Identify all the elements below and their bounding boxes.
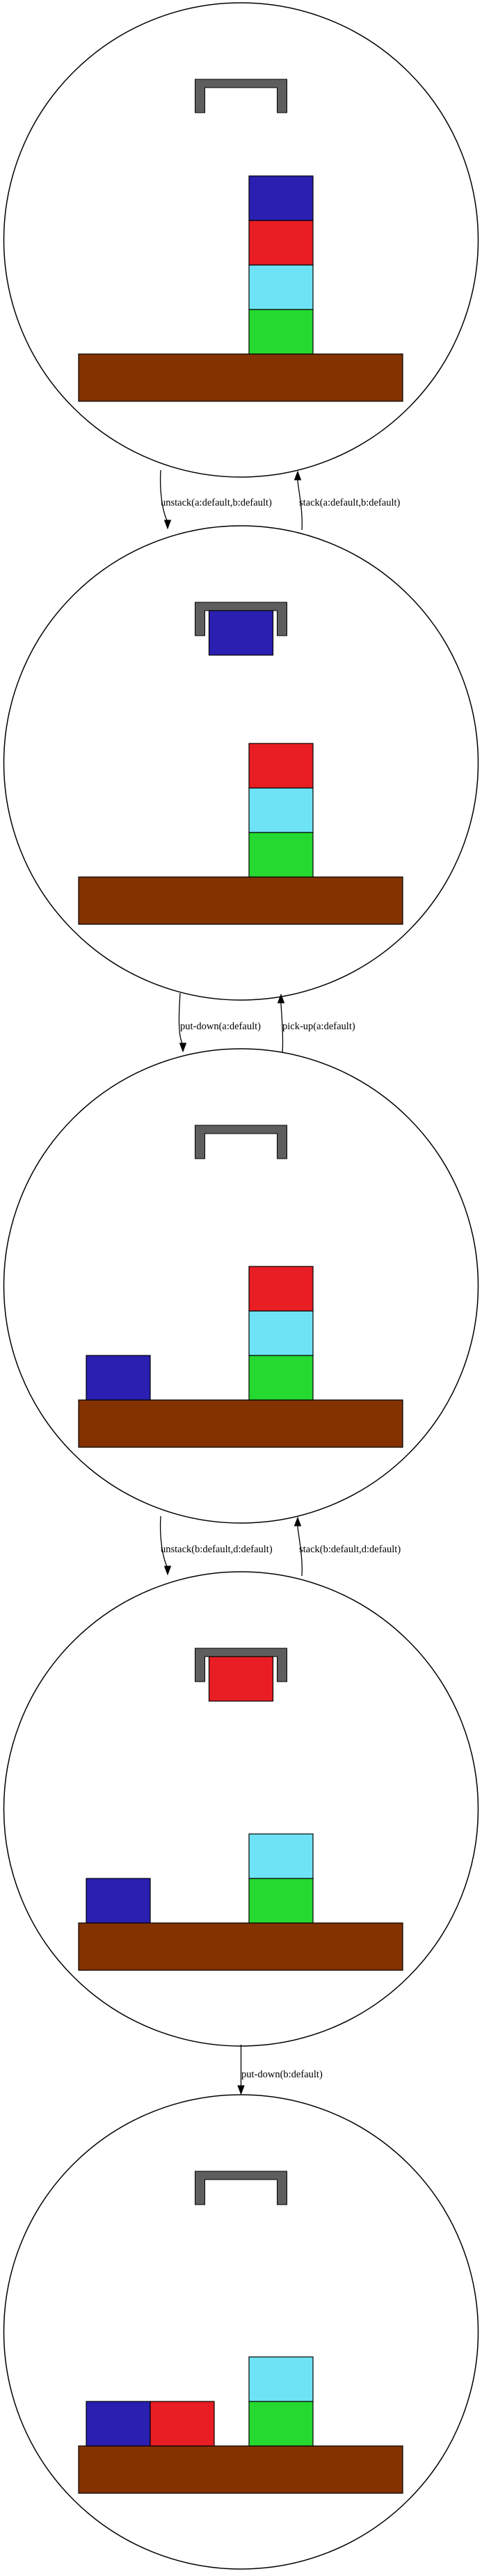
edge-label: unstack(a:default,b:default): [161, 497, 272, 508]
arrowhead: [277, 993, 285, 1004]
block-c: [248, 1310, 314, 1356]
block-a: [86, 1355, 151, 1401]
arrowhead: [179, 1043, 187, 1053]
block-c: [248, 1833, 314, 1879]
edge-label: pick-up(a:default): [282, 1021, 355, 1032]
gripper-icon: [195, 1125, 287, 1159]
state-circle: [3, 1048, 479, 1524]
arrowhead: [163, 1565, 172, 1576]
block-d: [248, 1355, 314, 1401]
arrowhead: [237, 2085, 245, 2095]
arrowhead: [294, 1516, 302, 1527]
block-c: [248, 2356, 314, 2402]
edge-s1-to-s2: unstack(a:default,b:default): [159, 469, 272, 521]
edge-s4-to-s3: stack(b:default,d:default): [297, 1525, 401, 1577]
edges-layer: unstack(a:default,b:default) stack(a:defa…: [159, 469, 401, 2095]
block-c: [248, 264, 314, 310]
block-b: [248, 743, 314, 789]
edge-line: [178, 992, 183, 1044]
state-node-s3: [3, 1048, 479, 1524]
held-block-a: [208, 610, 274, 656]
states-layer: [3, 2, 479, 2570]
state-node-s1: [3, 2, 479, 478]
block-d: [248, 1878, 314, 1924]
gripper-icon: [195, 2171, 287, 2205]
state-node-s2: [3, 525, 479, 1001]
table-surface: [78, 876, 403, 925]
edge-line: [159, 469, 168, 521]
state-circle: [3, 525, 479, 1001]
edge-s2-to-s1: stack(a:default,b:default): [297, 479, 401, 531]
state-node-s5: [3, 2094, 479, 2570]
edge-line: [297, 479, 303, 531]
table-surface: [78, 353, 403, 402]
table-surface: [78, 1399, 403, 1448]
block-b: [248, 1266, 314, 1312]
table-surface: [78, 1922, 403, 1971]
block-d: [248, 309, 314, 355]
edge-label: stack(a:default,b:default): [299, 497, 401, 508]
table-surface: [78, 2445, 403, 2494]
edge-s3-to-s4: unstack(b:default,d:default): [159, 1515, 273, 1567]
edge-s2-to-s3: put-down(a:default): [178, 992, 261, 1044]
edge-line: [297, 1525, 303, 1577]
block-d: [248, 832, 314, 878]
edge-label: put-down(a:default): [180, 1021, 261, 1032]
block-a: [86, 1878, 151, 1924]
block-b: [248, 220, 314, 266]
edge-label: stack(b:default,d:default): [299, 1544, 401, 1555]
gripper-icon: [195, 79, 287, 113]
state-circle: [3, 1571, 479, 2047]
block-d: [248, 2401, 314, 2447]
held-block-b: [208, 1656, 274, 1702]
edge-s4-to-s5: put-down(b:default): [240, 2045, 323, 2093]
edge-line: [280, 1002, 284, 1054]
edge-line: [159, 1515, 168, 1567]
state-circle: [3, 2, 479, 478]
arrowhead: [294, 470, 302, 481]
block-b: [150, 2401, 215, 2447]
edge-s3-to-s2: pick-up(a:default): [280, 1002, 355, 1054]
arrowhead: [163, 520, 172, 530]
state-node-s4: [3, 1571, 479, 2047]
edge-label: unstack(b:default,d:default): [161, 1544, 273, 1555]
block-a: [86, 2401, 151, 2447]
block-c: [248, 787, 314, 833]
block-a: [248, 175, 314, 221]
state-circle: [3, 2094, 479, 2570]
edge-label: put-down(b:default): [241, 2069, 323, 2080]
